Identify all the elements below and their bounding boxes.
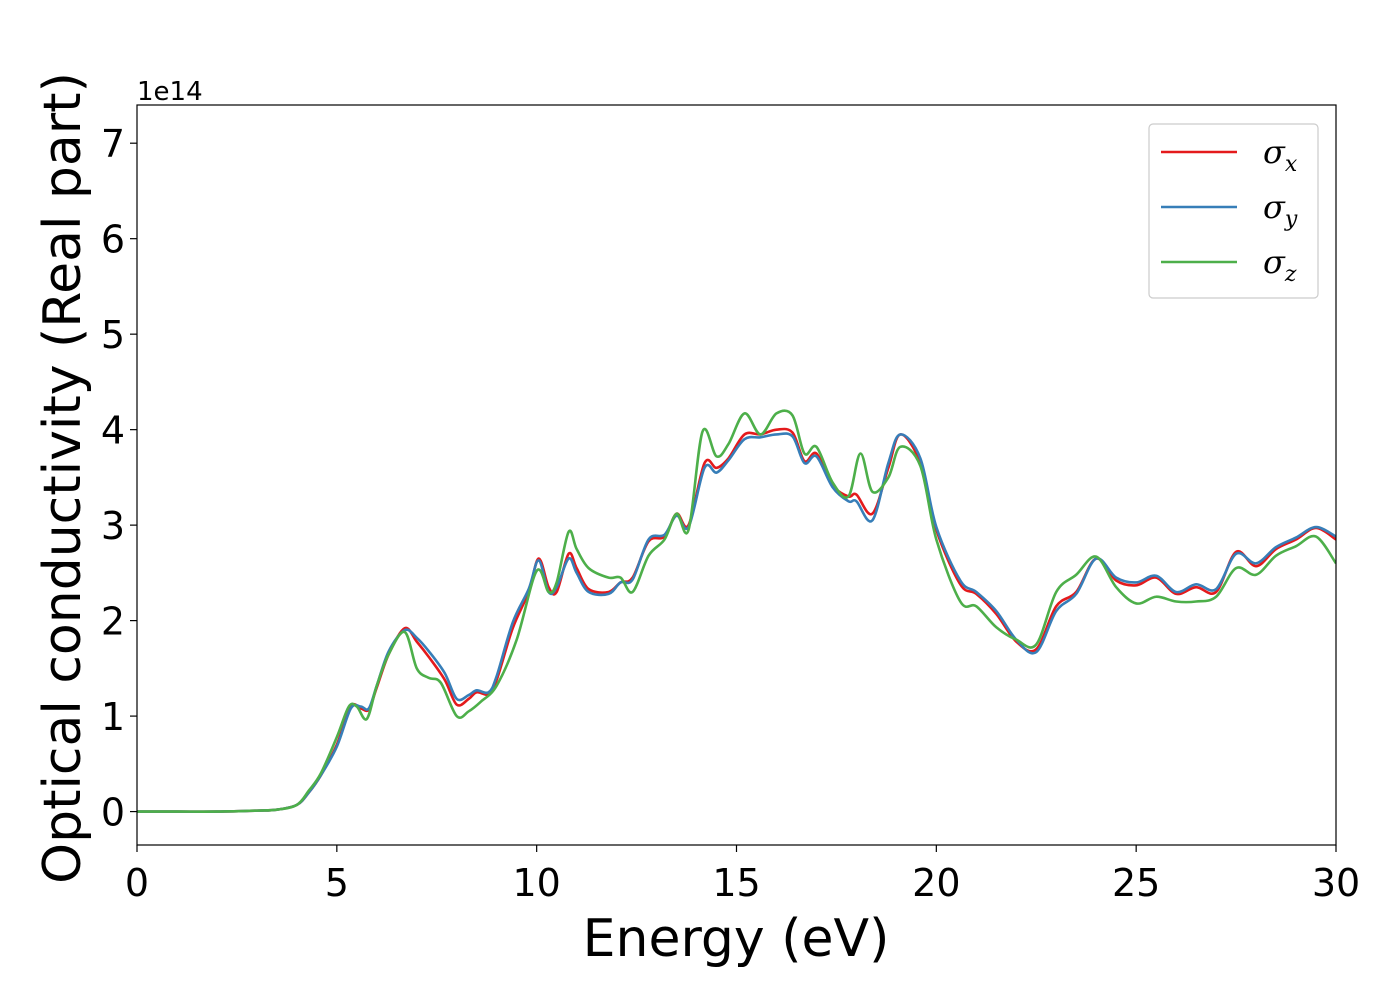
x-tick-label: 10 — [512, 861, 560, 905]
x-axis-ticks: 0 5 10 15 20 25 30 — [125, 845, 1360, 905]
x-tick-label: 0 — [125, 861, 149, 905]
y-tick-label: 3 — [101, 504, 125, 548]
y-tick-label: 0 — [101, 791, 125, 835]
legend-box — [1148, 123, 1319, 299]
x-tick-label: 15 — [712, 861, 760, 905]
y-tick-label: 4 — [101, 409, 125, 453]
y-offset-label: 1e14 — [137, 77, 203, 107]
data-lines — [137, 409, 1336, 813]
y-tick-label: 7 — [101, 122, 125, 166]
x-tick-label: 20 — [912, 861, 960, 905]
y-tick-label: 6 — [101, 218, 125, 262]
x-tick-label: 25 — [1112, 861, 1160, 905]
y-tick-label: 2 — [101, 600, 125, 644]
x-axis-label: Energy (eV) — [583, 909, 890, 969]
y-tick-label: 1 — [101, 695, 125, 739]
x-tick-label: 30 — [1312, 861, 1360, 905]
y-axis-ticks: 0 1 2 3 4 5 6 7 — [101, 122, 137, 835]
series-line-z — [137, 409, 1336, 813]
y-axis-label: Optical conductivity (Real part) — [33, 72, 93, 884]
x-tick-label: 5 — [325, 861, 349, 905]
y-tick-label: 5 — [101, 313, 125, 357]
